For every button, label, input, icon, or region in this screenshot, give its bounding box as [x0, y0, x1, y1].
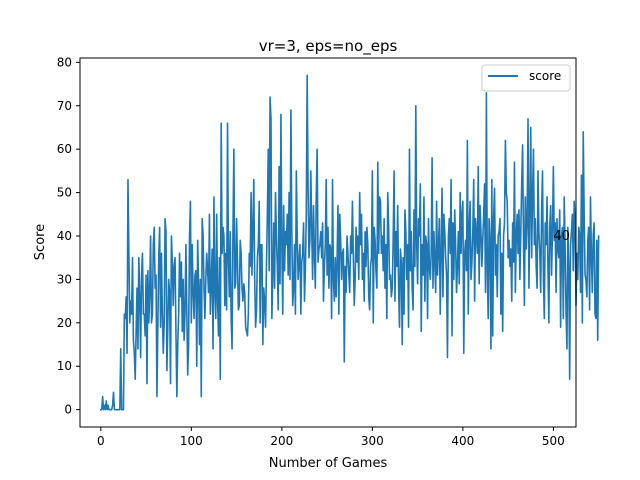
y-tick-label: 40: [57, 229, 72, 243]
y-tick-label: 70: [57, 99, 72, 113]
series-line-score: [100, 74, 600, 411]
x-axis: 0 100 200 300 400 500: [97, 427, 565, 448]
axes-frame: [79, 57, 577, 428]
legend: score: [481, 64, 571, 92]
x-tick-label: 300: [361, 434, 384, 448]
x-tick-label: 500: [542, 434, 565, 448]
y-tick-label: 80: [57, 55, 72, 69]
y-axis: 0 10 20 30 40 50 60 70 80: [57, 55, 80, 417]
y-tick-label: 60: [57, 142, 72, 156]
y-tick-label: 30: [57, 272, 72, 286]
x-axis-label: Number of Games: [269, 456, 388, 471]
y-tick-label: 50: [57, 186, 72, 200]
y-axis-label: Score: [33, 224, 48, 260]
x-tick-label: 400: [451, 434, 474, 448]
last-value-annotation: 40: [553, 229, 570, 244]
legend-box: [481, 64, 571, 92]
legend-label-score: score: [529, 69, 561, 83]
x-tick-label: 100: [180, 434, 203, 448]
x-tick-label: 0: [97, 434, 105, 448]
chart-title: vr=3, eps=no_eps: [259, 37, 398, 56]
x-tick-label: 200: [270, 434, 293, 448]
y-tick-label: 10: [57, 359, 72, 373]
plot-area: [100, 74, 600, 411]
y-tick-label: 0: [64, 403, 72, 417]
y-tick-label: 20: [57, 316, 72, 330]
